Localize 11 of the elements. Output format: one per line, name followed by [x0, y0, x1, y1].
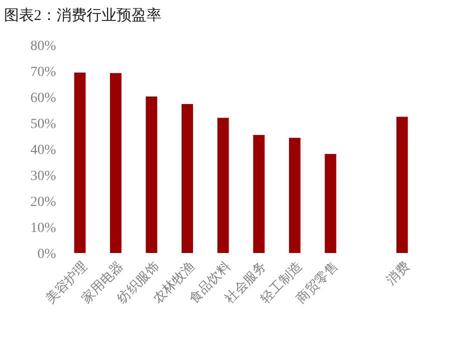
y-tick-label: 30% — [30, 169, 56, 184]
y-tick-label: 50% — [30, 117, 56, 132]
title: 图表2：消费行业预盈率 — [4, 8, 162, 24]
x-tick-label: 消费 — [383, 258, 412, 288]
y-tick-label: 40% — [30, 143, 56, 158]
y-tick-label: 70% — [30, 65, 56, 80]
y-tick-label: 0% — [37, 247, 56, 262]
y-tick-label: 60% — [30, 91, 56, 106]
y-tick-label: 10% — [30, 221, 56, 236]
y-tick-label: 80% — [30, 39, 56, 54]
y-tick-label: 20% — [30, 195, 56, 210]
